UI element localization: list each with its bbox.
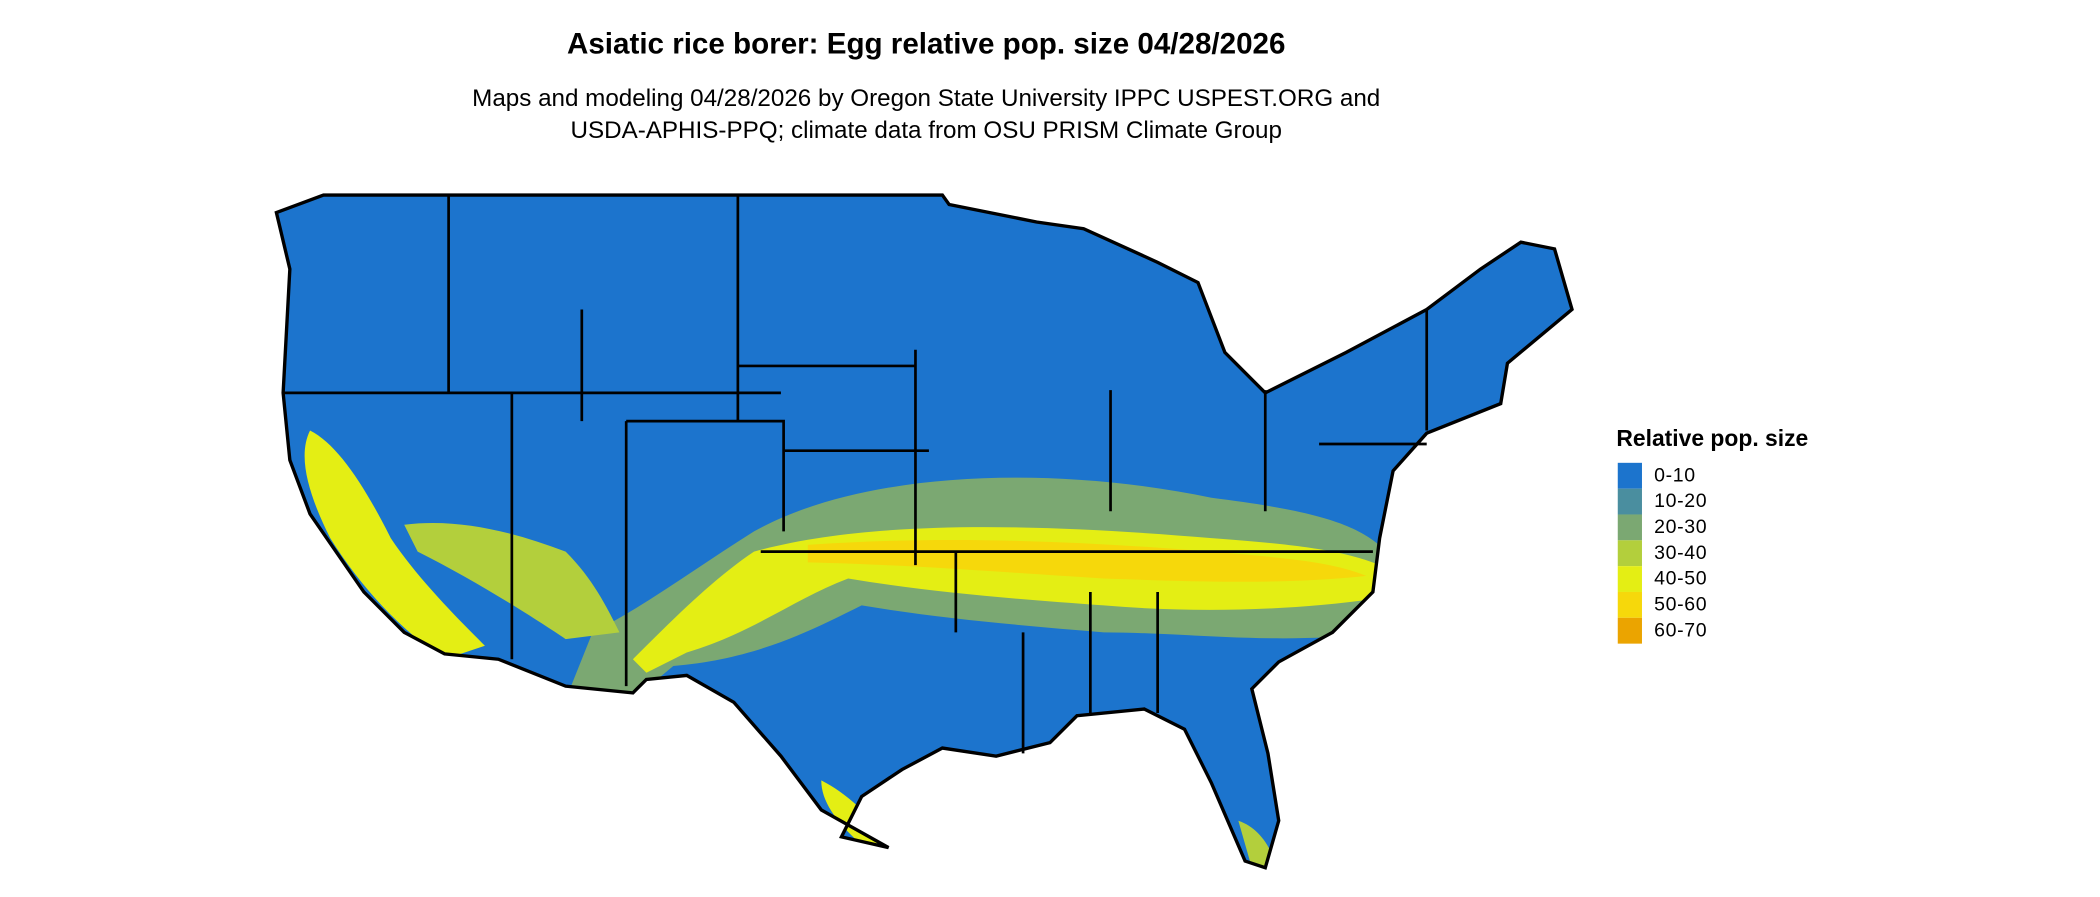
legend-swatch	[1617, 488, 1642, 515]
legend-label: 0-10	[1654, 464, 1696, 486]
legend-swatch	[1617, 617, 1642, 644]
legend-label: 10-20	[1654, 490, 1707, 512]
map-subtitle: Maps and modeling 04/28/2026 by Oregon S…	[472, 85, 1380, 112]
legend-label: 20-30	[1654, 516, 1707, 538]
state-borders	[283, 195, 1429, 754]
legend-label: 30-40	[1654, 542, 1707, 564]
legend-label: 60-70	[1654, 619, 1707, 641]
region-fill	[304, 430, 485, 660]
legend: 0-10 10-20 20-30 30-40 40-50 50-60 60-70	[1617, 462, 1707, 644]
legend-label: 50-60	[1654, 594, 1707, 616]
legend-swatch	[1617, 540, 1642, 567]
legend-title: Relative pop. size	[1616, 425, 1808, 451]
map-title: Asiatic rice borer: Egg relative pop. si…	[567, 28, 1285, 61]
legend-swatch	[1617, 514, 1642, 541]
legend-label: 40-50	[1654, 568, 1707, 590]
legend-swatch	[1617, 566, 1642, 592]
legend-swatch	[1617, 462, 1642, 489]
us-map	[276, 195, 1573, 868]
map-subtitle: USDA-APHIS-PPQ; climate data from OSU PR…	[570, 117, 1282, 144]
legend-swatch	[1617, 591, 1642, 618]
region-fill	[1238, 820, 1277, 868]
